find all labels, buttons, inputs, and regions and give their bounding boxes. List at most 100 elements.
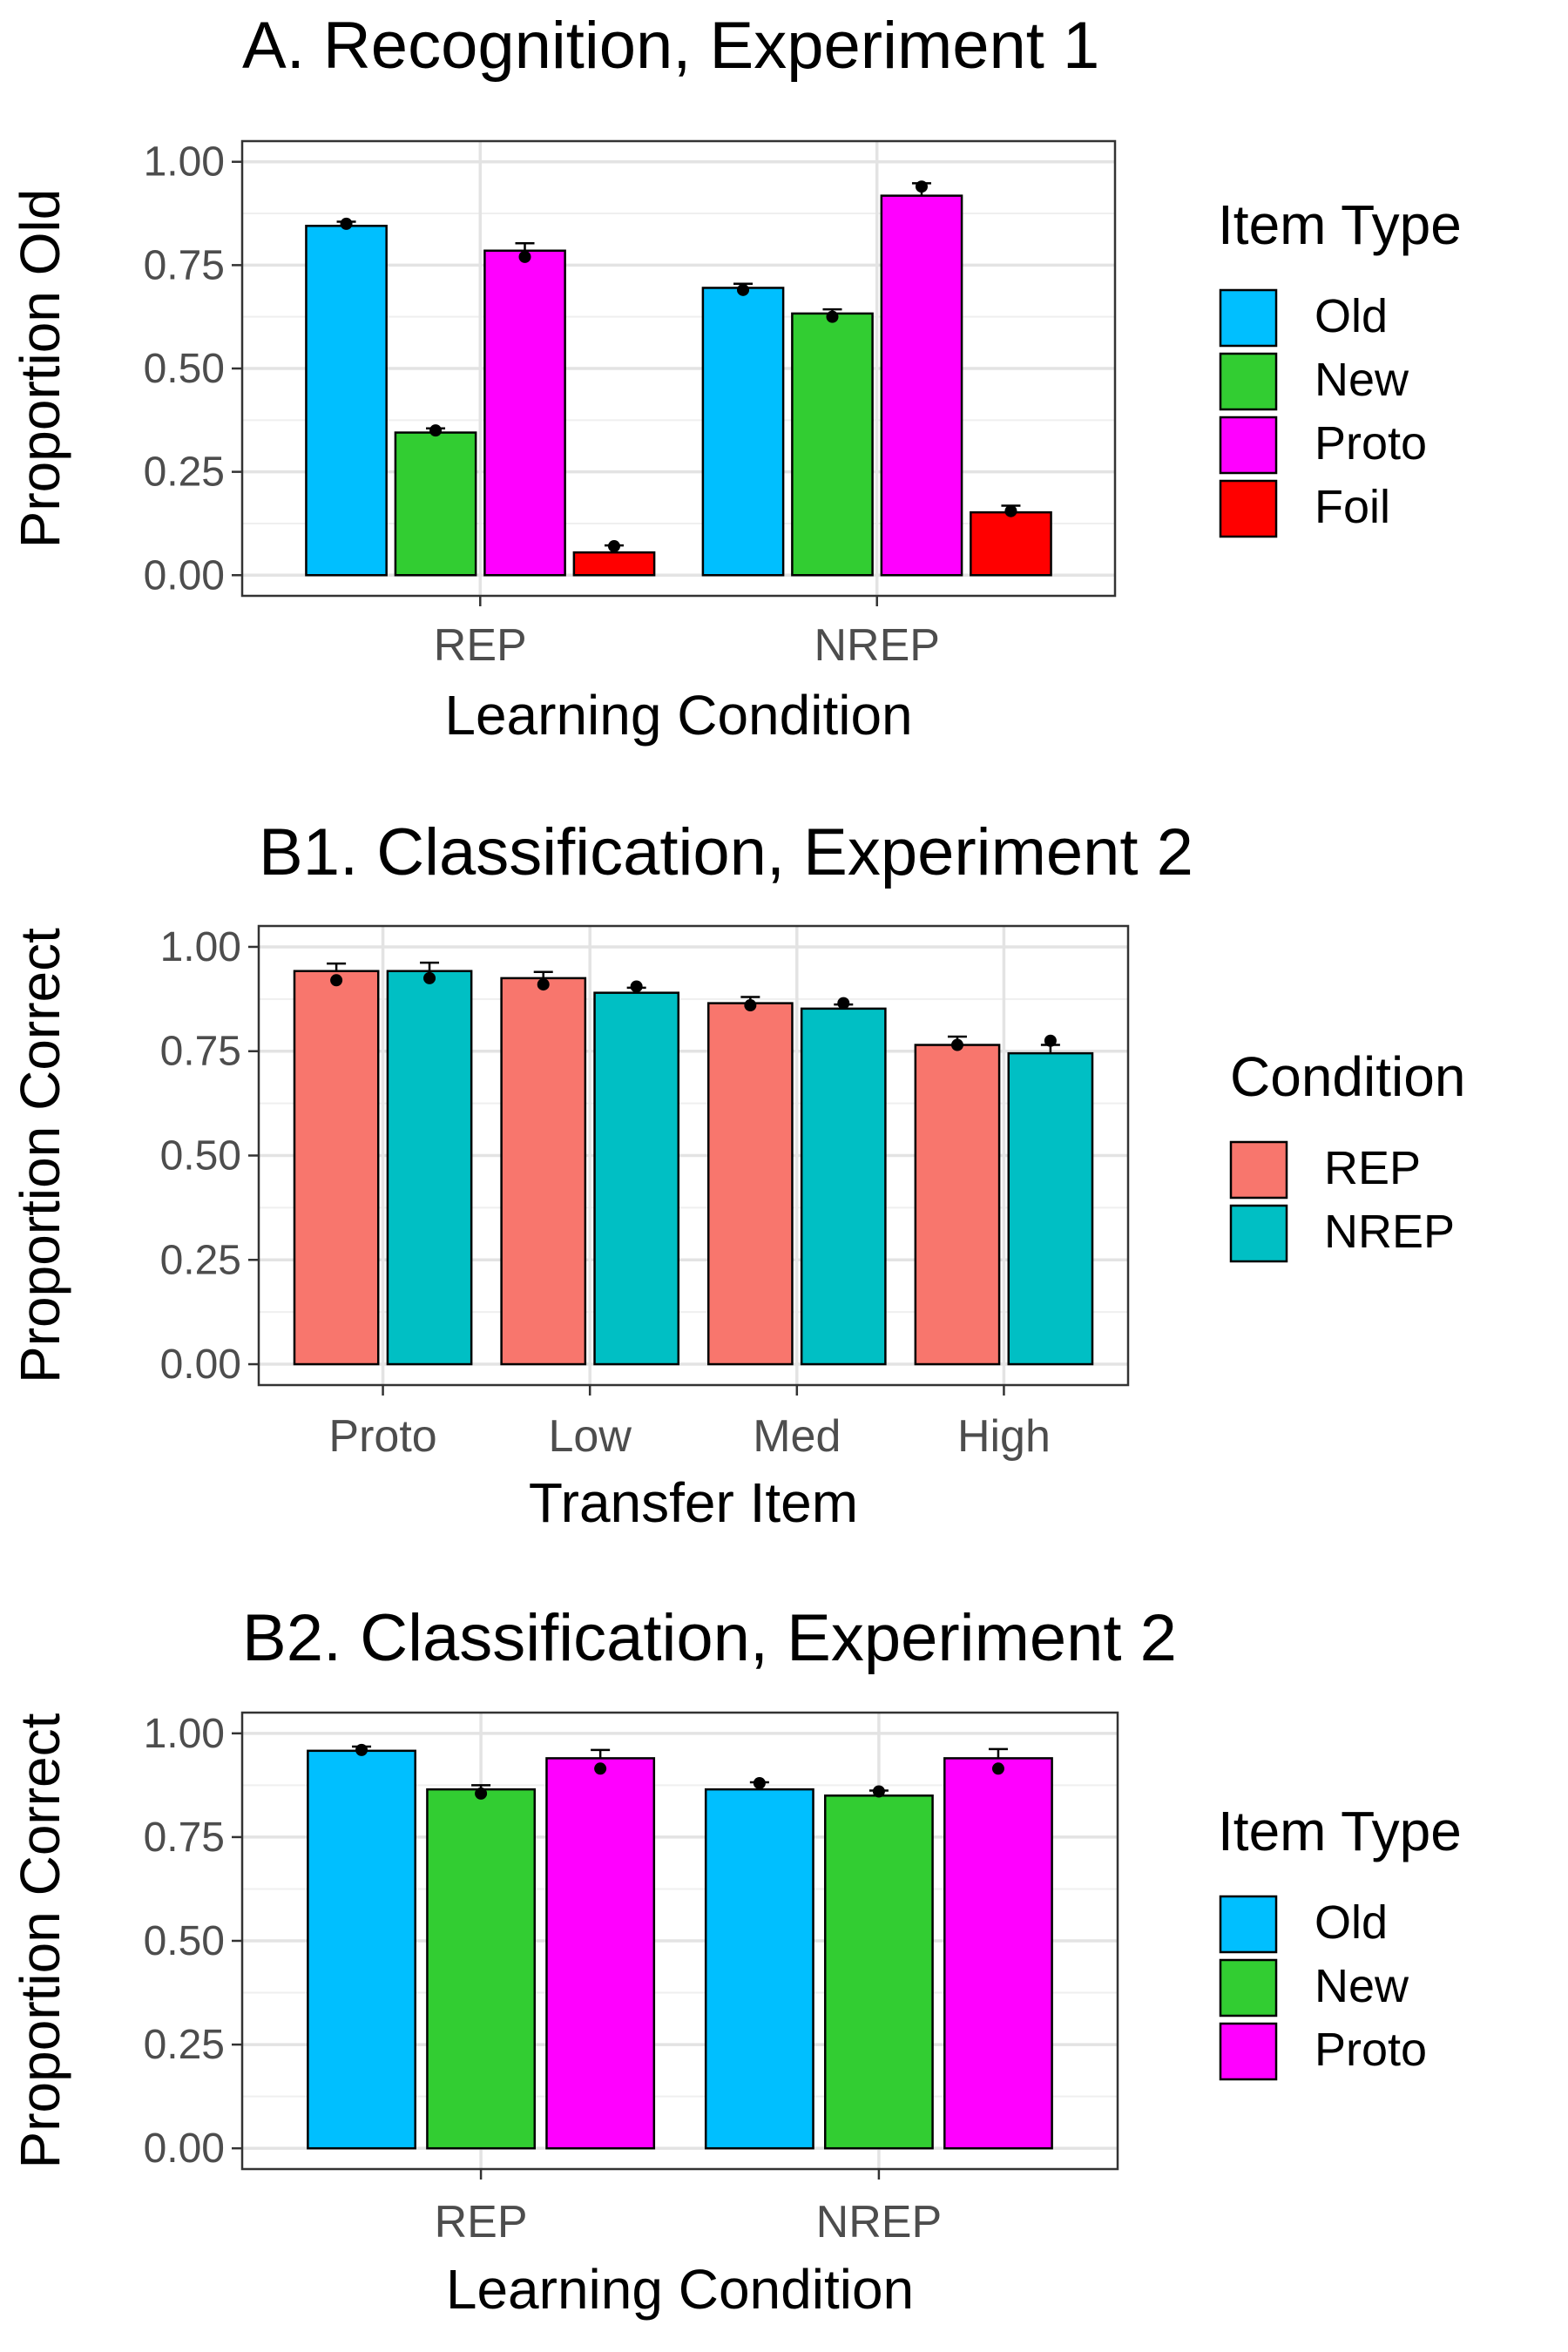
legend-label: New: [1315, 1960, 1409, 2012]
data-point: [872, 1785, 885, 1798]
data-point: [737, 283, 750, 296]
y-tick-label: 1.00: [144, 1711, 225, 1757]
bar: [1007, 1051, 1094, 1366]
legend-title: Condition: [1230, 1045, 1465, 1108]
legend-label: New: [1315, 354, 1409, 406]
legend-key: [1219, 2022, 1278, 2081]
y-tick-label: 0.50: [144, 346, 225, 392]
bar: [572, 551, 656, 577]
x-tick-label: NREP: [814, 620, 939, 671]
legend-label: REP: [1324, 1142, 1421, 1194]
x-tick-label: Low: [548, 1411, 632, 1462]
x-tick-label: Med: [753, 1411, 841, 1462]
chart-panel-2: B2. Classification, Experiment 2 0.00 0.25…: [9, 1601, 1462, 2321]
chart-title: A. Recognition, Experiment 1: [242, 9, 1099, 83]
y-tick-label: 0.75: [144, 242, 225, 288]
data-point: [355, 1743, 368, 1756]
bar: [880, 194, 963, 577]
y-tick-label: 0.25: [144, 2022, 225, 2068]
chart-panel-1: B1. Classification, Experiment 2 0.00 0.25…: [9, 815, 1465, 1534]
bar: [791, 312, 874, 577]
chart-title: B2. Classification, Experiment 2: [242, 1601, 1177, 1675]
legend-label: Old: [1315, 1896, 1388, 1949]
legend-title: Item Type: [1218, 193, 1462, 256]
legend-key: [1229, 1204, 1288, 1263]
data-point: [340, 217, 353, 230]
bar: [823, 1794, 934, 2150]
legend-label: Foil: [1315, 481, 1390, 533]
data-point: [950, 1038, 963, 1051]
data-point: [630, 980, 643, 993]
x-tick-label: Proto: [328, 1411, 436, 1462]
legend-title: Item Type: [1218, 1800, 1462, 1862]
legend-label: Proto: [1315, 2024, 1427, 2076]
data-point: [991, 1762, 1004, 1775]
data-point: [1044, 1034, 1057, 1047]
legend-key: [1219, 416, 1278, 475]
bar: [593, 991, 680, 1366]
y-axis-label: Proportion Correct: [9, 1713, 71, 2168]
data-point: [429, 424, 443, 437]
y-axis-label: Proportion Correct: [9, 928, 71, 1383]
data-point: [475, 1787, 488, 1800]
y-tick-label: 0.50: [160, 1133, 241, 1179]
y-tick-label: 0.25: [144, 449, 225, 496]
chart-panel-0: A. Recognition, Experiment 1 0.00 0.25 0.50…: [9, 9, 1462, 747]
y-tick-label: 0.00: [144, 2126, 225, 2172]
legend-label: NREP: [1324, 1206, 1455, 1258]
bar: [701, 287, 785, 577]
legend-key: [1219, 288, 1278, 348]
data-point: [837, 997, 850, 1010]
bar: [914, 1044, 1001, 1366]
data-point: [518, 250, 531, 263]
x-tick-label: NREP: [816, 2197, 942, 2247]
data-point: [607, 540, 620, 553]
bar: [293, 970, 380, 1366]
data-point: [594, 1762, 607, 1775]
bar: [305, 225, 388, 577]
data-point: [744, 999, 757, 1012]
legend-label: Old: [1315, 290, 1388, 342]
legend-key: [1219, 1958, 1278, 2017]
y-tick-label: 0.00: [160, 1342, 241, 1388]
data-point: [537, 978, 550, 991]
bar: [307, 1749, 416, 2150]
y-tick-label: 0.75: [144, 1815, 225, 1861]
bar: [483, 249, 566, 577]
bar: [426, 1788, 537, 2150]
y-tick-label: 0.50: [144, 1918, 225, 1964]
y-tick-label: 1.00: [160, 924, 241, 970]
chart-title: B1. Classification, Experiment 2: [259, 815, 1193, 889]
bar: [706, 1002, 794, 1366]
x-tick-label: REP: [434, 620, 527, 671]
data-point: [330, 974, 343, 987]
y-tick-label: 0.00: [144, 552, 225, 598]
y-tick-label: 0.75: [160, 1029, 241, 1075]
x-axis-label: Learning Condition: [444, 684, 912, 747]
legend-key: [1219, 1895, 1278, 1954]
legend-label: Proto: [1315, 417, 1427, 470]
legend-key: [1229, 1140, 1288, 1200]
bar: [394, 431, 477, 577]
x-axis-label: Transfer Item: [529, 1471, 858, 1534]
legend-key: [1219, 479, 1278, 538]
legend: Item Type Old New Proto Foil: [1218, 193, 1462, 538]
bar: [943, 1757, 1053, 2150]
x-axis-label: Learning Condition: [446, 2258, 914, 2321]
legend: Condition REP NREP: [1229, 1045, 1465, 1263]
x-tick-label: REP: [435, 2197, 528, 2247]
bar: [704, 1788, 814, 2150]
y-tick-label: 1.00: [144, 139, 225, 186]
y-tick-label: 0.25: [160, 1237, 241, 1283]
y-axis-label: Proportion Old: [9, 189, 71, 549]
bar: [386, 970, 473, 1366]
bar: [500, 977, 587, 1366]
data-point: [1004, 504, 1017, 517]
data-point: [423, 971, 436, 984]
x-tick-label: High: [957, 1411, 1051, 1462]
bar: [970, 510, 1052, 577]
data-point: [826, 310, 839, 323]
data-point: [753, 1776, 766, 1789]
legend-key: [1219, 352, 1278, 411]
